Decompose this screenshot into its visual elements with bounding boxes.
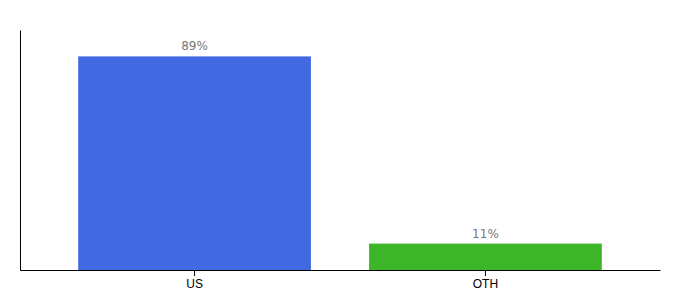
y-axis [20,31,21,271]
x-axis-line [21,270,661,271]
x-axis: US OTH [21,270,661,291]
bar [78,56,311,270]
chart-container: 89% 11% US OTH [0,0,680,300]
bars [78,56,602,270]
chart-svg: 89% 11% US OTH [0,0,680,300]
y-axis-line [20,31,21,271]
data-label: 89% [181,39,208,53]
x-tick: US [186,270,203,291]
bar [369,244,602,270]
x-tick-label: OTH [473,277,498,291]
data-labels: 89% 11% [181,39,499,240]
x-tick: OTH [473,270,498,291]
plot-area: 89% 11% US OTH [21,31,661,291]
x-tick-label: US [186,277,203,291]
data-label: 11% [472,227,499,241]
x-tick-mark [194,270,195,276]
x-tick-mark [485,270,486,276]
